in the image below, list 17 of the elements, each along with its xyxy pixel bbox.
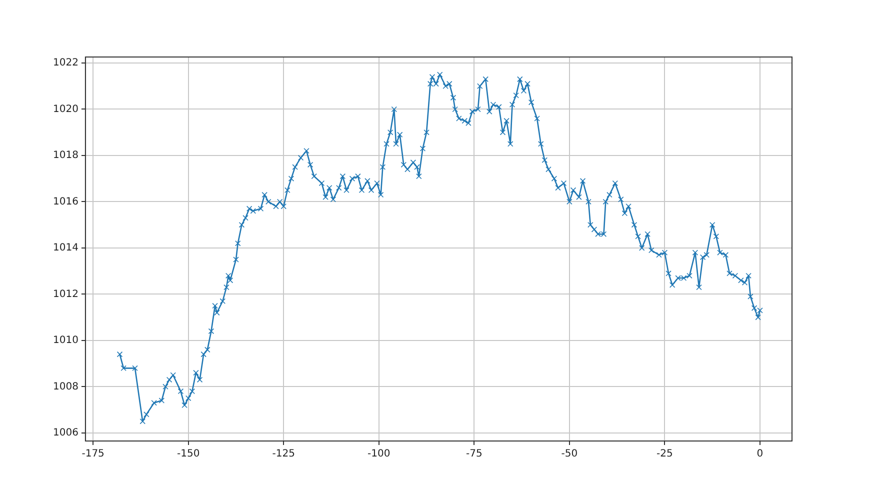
y-tick-label: 1006 [52, 428, 78, 438]
y-tick-label: 1022 [52, 58, 78, 69]
y-tick-label: 1018 [52, 150, 78, 162]
y-tick-label: 1016 [52, 196, 78, 208]
x-tick-label: -25 [656, 448, 673, 460]
y-tick-label: 1010 [52, 335, 78, 346]
x-tick-label: -125 [272, 448, 295, 460]
y-tick-label: 1008 [52, 381, 78, 392]
x-tick-label: -50 [561, 448, 578, 460]
x-tick-label: -175 [82, 448, 104, 460]
y-tick-label: 1014 [52, 242, 78, 254]
x-tick-label: -75 [466, 448, 482, 460]
y-tick-label: 1012 [52, 288, 78, 300]
x-tick-label: -100 [368, 448, 390, 460]
x-tick-label: 0 [756, 448, 764, 460]
y-tick-label: 1020 [52, 104, 78, 115]
x-tick-label: -150 [176, 448, 200, 460]
